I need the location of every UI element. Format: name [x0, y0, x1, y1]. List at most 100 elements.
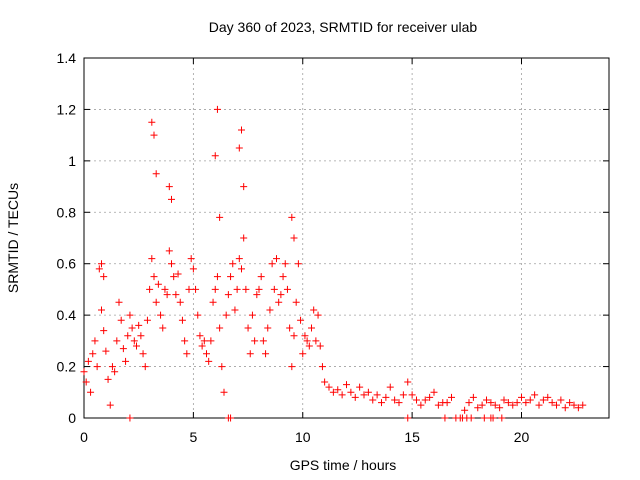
data-point [570, 401, 578, 409]
data-point [157, 311, 165, 319]
data-point [143, 316, 151, 324]
data-point [152, 170, 160, 178]
data-point [222, 311, 230, 319]
data-point [213, 105, 221, 113]
data-point [417, 401, 425, 409]
data-point [181, 337, 189, 345]
data-point [174, 270, 182, 278]
data-point [312, 337, 320, 345]
data-point [483, 396, 490, 404]
data-point [266, 306, 274, 314]
data-point [240, 183, 248, 191]
data-point [297, 316, 305, 324]
data-point [124, 332, 132, 340]
data-point [275, 298, 283, 306]
data-point [126, 414, 134, 422]
data-point [579, 401, 587, 409]
data-point [242, 285, 250, 293]
data-point [93, 363, 101, 371]
data-point [448, 393, 455, 401]
data-point [165, 247, 173, 255]
data-point [172, 291, 180, 299]
data-point [382, 393, 390, 401]
data-point [478, 401, 486, 409]
data-point [98, 306, 105, 314]
data-point [310, 306, 318, 314]
y-tick-label: 0.2 [57, 359, 77, 375]
data-point [168, 195, 175, 203]
data-point [434, 401, 442, 409]
data-point [209, 298, 217, 306]
data-point [168, 260, 175, 268]
data-point [281, 260, 289, 268]
data-point [253, 291, 261, 299]
data-point [95, 265, 103, 273]
data-point [113, 337, 121, 345]
data-point [187, 255, 195, 263]
data-point [119, 345, 127, 353]
data-point [518, 393, 525, 401]
data-point [200, 337, 208, 345]
data-point [509, 401, 517, 409]
data-point [347, 388, 355, 396]
data-point [178, 316, 186, 324]
data-point [211, 152, 219, 160]
data-point [82, 378, 90, 386]
data-point [404, 378, 412, 386]
data-point [399, 391, 407, 399]
data-point [135, 321, 143, 329]
data-point [288, 213, 296, 221]
data-point [279, 273, 287, 281]
data-point [218, 363, 226, 371]
y-tick-label: 0.8 [57, 204, 77, 220]
data-point [98, 260, 105, 268]
data-point [102, 347, 110, 355]
y-axis-label: SRMTID / TECUs [5, 183, 21, 293]
data-point [526, 396, 534, 404]
data-point [117, 316, 125, 324]
data-point [404, 414, 412, 422]
data-point [426, 393, 434, 401]
data-point [290, 332, 298, 340]
data-point [273, 255, 280, 263]
data-point [356, 383, 364, 391]
y-tick-label: 0.6 [57, 256, 77, 272]
data-point [122, 357, 130, 365]
data-point [137, 332, 145, 340]
data-point [316, 342, 324, 350]
data-point [334, 386, 342, 394]
data-point [255, 285, 263, 293]
data-point [290, 234, 298, 242]
data-point [161, 285, 169, 293]
data-point [299, 350, 307, 358]
axis-ticks: 0 0.2 0.4 0.6 0.8 1 1.2 1.4 0 5 10 15 20 [57, 50, 609, 445]
data-point [150, 131, 158, 139]
data-point [231, 306, 239, 314]
data-point [373, 391, 381, 399]
data-point [557, 396, 565, 404]
data-point [286, 324, 294, 332]
data-point [148, 255, 156, 263]
data-point [257, 273, 265, 281]
y-tick-label: 1.2 [57, 101, 77, 117]
data-point [251, 337, 259, 345]
data-point [544, 393, 552, 401]
data-point [283, 285, 291, 293]
data-point [498, 414, 506, 422]
data-point [130, 337, 138, 345]
data-point [535, 401, 543, 409]
data-point [351, 393, 359, 401]
y-tick-label: 1.4 [57, 50, 77, 66]
data-point [574, 404, 582, 412]
data-point [100, 273, 108, 281]
y-tick-label: 0 [68, 410, 76, 426]
data-point [211, 285, 219, 293]
data-point [531, 391, 539, 399]
data-point [183, 350, 191, 358]
data-point [87, 388, 95, 396]
data-point [465, 399, 473, 407]
x-tick-label: 5 [189, 429, 197, 445]
data-point [262, 350, 270, 358]
y-tick-label: 0.4 [57, 307, 77, 323]
